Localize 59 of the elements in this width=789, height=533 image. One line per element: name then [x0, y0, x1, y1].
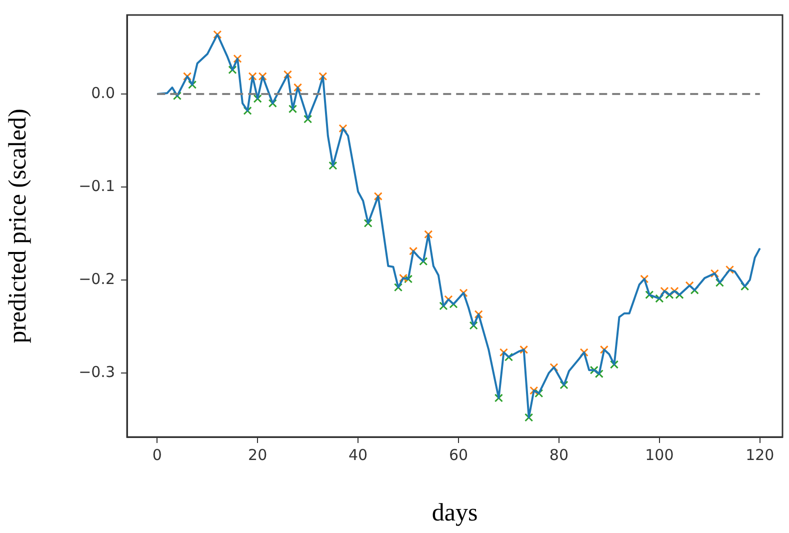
point [520, 345, 528, 354]
point [374, 192, 382, 201]
point [580, 348, 588, 357]
point [670, 286, 679, 296]
point [660, 286, 669, 296]
y-tick-label: −0.3 [78, 362, 115, 381]
point [474, 310, 483, 319]
point [524, 413, 534, 422]
point [645, 290, 654, 300]
y-tick-label: −0.1 [78, 176, 115, 195]
y-tick-label: 0.0 [91, 84, 115, 102]
point [710, 269, 719, 278]
point [188, 80, 197, 89]
point [740, 282, 750, 291]
point [398, 274, 408, 282]
point [288, 104, 298, 114]
point [394, 283, 403, 292]
point [283, 70, 292, 79]
y-axis-title: predicted price (scaled) [4, 108, 32, 344]
point [439, 302, 448, 310]
point [469, 321, 478, 330]
point [172, 92, 182, 100]
y-tick-label: −0.2 [78, 270, 115, 288]
point [610, 360, 619, 369]
point [655, 294, 664, 303]
point [494, 394, 503, 402]
point [424, 230, 433, 239]
point [534, 389, 544, 398]
x-tick-label: 0 [152, 446, 162, 464]
x-tick-label: 60 [448, 446, 468, 464]
x-axis-title: days [432, 500, 478, 527]
point [404, 274, 413, 284]
point [268, 99, 277, 108]
point [258, 72, 267, 81]
point [228, 66, 237, 74]
point [590, 366, 598, 374]
x-tick-label: 20 [248, 446, 268, 464]
point [560, 380, 568, 390]
point [594, 370, 604, 378]
point [248, 72, 257, 81]
point [243, 106, 252, 116]
point [318, 72, 328, 81]
point [233, 54, 242, 63]
point [530, 386, 538, 395]
point [364, 218, 372, 228]
point [293, 83, 302, 92]
point [182, 72, 192, 81]
point [253, 94, 262, 103]
x-tick-label: 100 [645, 446, 674, 464]
x-tick-label: 120 [746, 446, 774, 464]
point [715, 278, 724, 287]
point [304, 114, 312, 124]
point [338, 124, 348, 133]
x-tick-label: 40 [348, 446, 368, 464]
x-tick-label: 80 [549, 446, 569, 464]
point [328, 161, 338, 170]
point [725, 265, 734, 274]
point [665, 290, 674, 300]
point [213, 30, 222, 39]
